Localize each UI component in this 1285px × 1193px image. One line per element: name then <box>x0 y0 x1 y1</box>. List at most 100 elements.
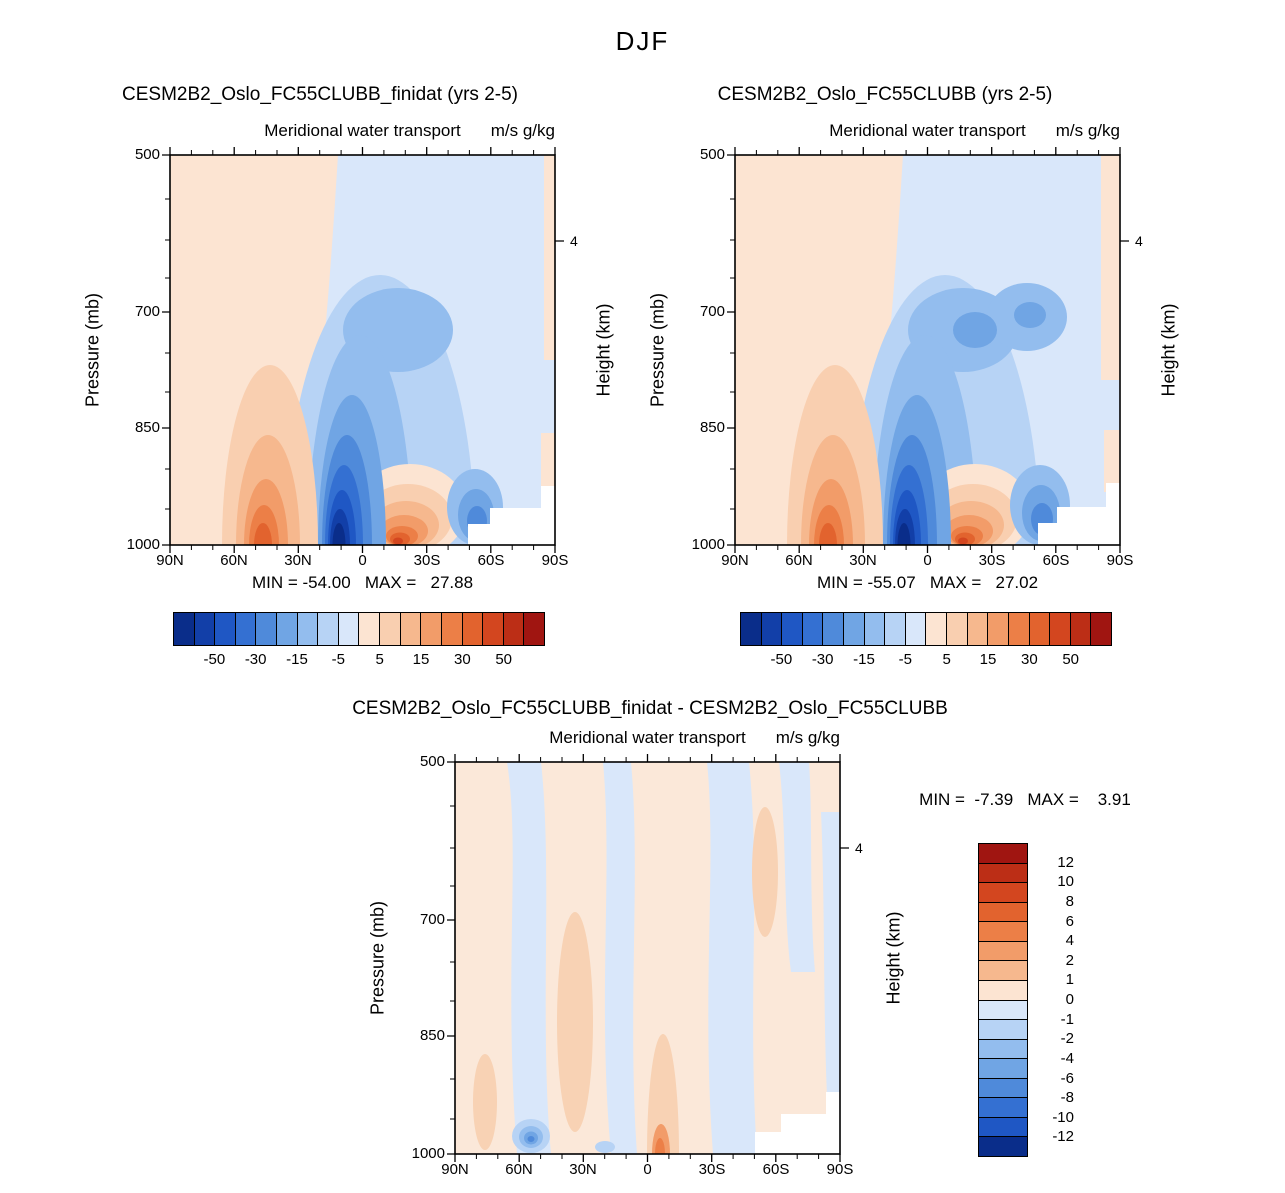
colorbar-cell <box>925 613 947 645</box>
colorbar-cell <box>440 613 462 645</box>
x-tick-label: 60N <box>785 552 813 569</box>
x-tick-label: 60S <box>762 1161 790 1178</box>
positive-core-north <box>819 523 837 545</box>
colorbar-tick-label: 30 <box>453 651 471 668</box>
x-tick-label: 90N <box>156 552 184 569</box>
panel-diff-field-label: Meridional water transport <box>549 728 746 747</box>
panel-right-contour-field <box>735 155 1120 545</box>
colorbar-cell <box>255 613 277 645</box>
colorbar-cell <box>979 960 1027 980</box>
colorbar-tick-label: 15 <box>979 651 997 668</box>
colorbar-tick-label: 50 <box>1062 651 1079 668</box>
panel-right-field-label: Meridional water transport <box>829 121 1026 140</box>
colorbar-tick-label: 10 <box>1057 873 1074 891</box>
colorbar-cell <box>741 613 761 645</box>
colorbar-tick-label: 6 <box>1065 912 1074 930</box>
panel-right-subtitle-row: Meridional water transport m/s g/kg <box>735 121 1120 141</box>
colorbar-cell <box>296 613 318 645</box>
colorbar-tick-label: -1 <box>1060 1010 1074 1028</box>
colorbar-cell <box>863 613 885 645</box>
y-tick-label: 1000 <box>411 1145 445 1162</box>
colorbar-cell <box>399 613 421 645</box>
colorbar-cell <box>523 613 544 645</box>
colorbar-tick-label: 5 <box>942 651 951 668</box>
panel-right-title: CESM2B2_Oslo_FC55CLUBB (yrs 2-5) <box>717 84 1053 105</box>
panel-diff-colorbar <box>978 843 1028 1157</box>
colorbar-cell <box>884 613 905 645</box>
positive-core-north <box>254 523 272 545</box>
colorbar-cell <box>234 613 256 645</box>
height-tick-label: 4 <box>855 840 863 856</box>
panel-right-units-label: m/s g/kg <box>1055 121 1120 140</box>
x-tick-label: 30S <box>413 552 441 569</box>
x-tick-label: 0 <box>358 552 367 569</box>
panel-left-title: CESM2B2_Oslo_FC55CLUBB_finidat (yrs 2-5) <box>122 84 518 105</box>
x-tick-label: 60N <box>505 1161 533 1178</box>
colorbar-tick-label: 2 <box>1065 951 1074 969</box>
panel-diff-colorbar-labels: 12 10 8 6 4 2 1 0 -1 -2 -4 -6 -8 -10 -12 <box>1036 843 1074 1157</box>
negative-core <box>897 523 911 545</box>
colorbar-cell <box>946 613 967 645</box>
colorbar-cell <box>979 1038 1027 1059</box>
colorbar-cell <box>193 613 215 645</box>
colorbar-cell <box>482 613 503 645</box>
colorbar-cell <box>979 1097 1027 1117</box>
colorbar-cell <box>760 613 782 645</box>
x-tick-label: 60S <box>477 552 505 569</box>
positive-diff-core <box>655 1138 665 1154</box>
x-tick-label: 30S <box>978 552 1006 569</box>
colorbar-tick-label: 30 <box>1020 651 1038 668</box>
y-tick-label: 700 <box>134 303 160 320</box>
panel-left-plot <box>162 147 564 553</box>
y-tick-label: 700 <box>699 303 725 320</box>
colorbar-cell <box>337 613 359 645</box>
x-tick-label: 90S <box>826 1161 854 1178</box>
colorbar-cell <box>317 613 338 645</box>
x-tick-label: 90N <box>441 1161 469 1178</box>
colorbar-tick-label: 5 <box>375 651 384 668</box>
colorbar-tick-label: -12 <box>1052 1128 1074 1146</box>
y-tick-label: 1000 <box>691 536 725 553</box>
colorbar-cell <box>843 613 864 645</box>
colorbar-tick-label: -5 <box>898 651 912 668</box>
panel-left-units-label: m/s g/kg <box>490 121 555 140</box>
colorbar-cell <box>979 979 1027 1000</box>
colorbar-tick-label: 4 <box>1065 932 1074 950</box>
colorbar-cell <box>420 613 441 645</box>
colorbar-cell <box>979 1136 1027 1156</box>
panel-left-contour-field <box>170 155 555 545</box>
colorbar-cell <box>1007 613 1029 645</box>
colorbar-cell <box>979 1077 1027 1098</box>
pressure-axis-label: Pressure (mb) <box>82 292 103 408</box>
colorbar-cell <box>1090 613 1111 645</box>
colorbar-cell <box>979 1058 1027 1078</box>
y-tick-label: 500 <box>699 146 725 163</box>
colorbar-cell <box>987 613 1008 645</box>
colorbar-tick-label: -8 <box>1060 1089 1074 1107</box>
colorbar-tick-label: 1 <box>1065 971 1074 989</box>
colorbar-tick-label: 50 <box>495 651 512 668</box>
colorbar-tick-label: -4 <box>1060 1049 1074 1067</box>
y-tick-label: 500 <box>419 753 445 770</box>
colorbar-cell <box>979 862 1027 883</box>
colorbar-tick-label: 8 <box>1065 892 1074 910</box>
panel-diff-axes <box>447 754 849 1162</box>
height-axis-label: Height (km) <box>883 911 904 1005</box>
x-tick-label: 0 <box>923 552 932 569</box>
colorbar-cell <box>979 921 1027 941</box>
x-tick-label: 30N <box>284 552 312 569</box>
panel-left-colorbar <box>173 612 545 646</box>
panel-left-field-label: Meridional water transport <box>264 121 461 140</box>
colorbar-tick-label: 15 <box>412 651 430 668</box>
colorbar-tick-label: -6 <box>1060 1069 1074 1087</box>
panel-left-axes <box>162 147 564 553</box>
y-tick-label: 500 <box>134 146 160 163</box>
y-tick-label: 850 <box>419 1027 445 1044</box>
y-tick-label: 700 <box>419 911 445 928</box>
colorbar-tick-label: -2 <box>1060 1030 1074 1048</box>
colorbar-cell <box>979 844 1027 863</box>
colorbar-cell <box>1069 613 1091 645</box>
colorbar-cell <box>966 613 988 645</box>
colorbar-cell <box>979 882 1027 902</box>
